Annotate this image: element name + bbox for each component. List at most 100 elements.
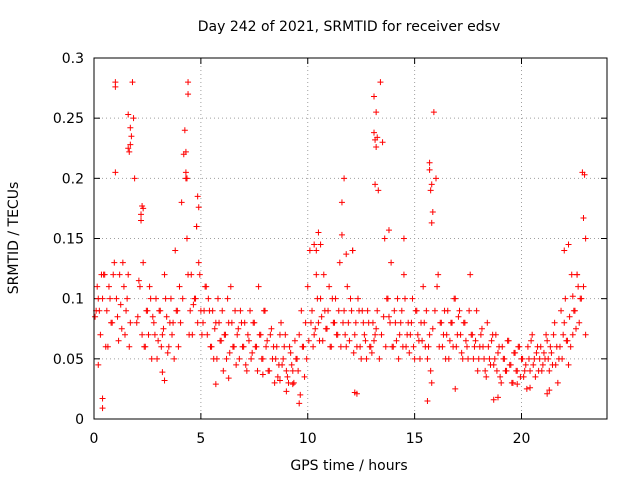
data-point: [151, 331, 158, 338]
data-point: [236, 355, 243, 362]
y-tick-label: 0.1: [62, 292, 84, 308]
data-point: [287, 349, 294, 356]
data-point: [429, 325, 436, 332]
data-point: [487, 361, 494, 368]
data-point: [502, 367, 509, 374]
data-point: [117, 301, 124, 308]
data-point: [470, 355, 477, 362]
data-point: [486, 355, 493, 362]
data-point: [289, 381, 296, 388]
data-point: [134, 313, 141, 320]
data-point: [283, 388, 290, 395]
data-point: [398, 307, 405, 314]
data-point: [385, 313, 392, 320]
data-point: [107, 295, 114, 302]
data-point: [171, 355, 178, 362]
data-point: [359, 307, 366, 314]
data-point: [476, 343, 483, 350]
data-point: [190, 301, 197, 308]
data-point: [201, 307, 208, 314]
data-point: [249, 349, 256, 356]
data-point: [282, 331, 289, 338]
data-point: [394, 295, 401, 302]
data-point: [200, 319, 207, 326]
data-point: [237, 307, 244, 314]
data-point: [389, 343, 396, 350]
data-point: [387, 319, 394, 326]
data-point: [409, 295, 416, 302]
data-point: [291, 337, 298, 344]
y-tick-label: 0.05: [53, 352, 84, 368]
data-point: [365, 319, 372, 326]
data-point: [353, 390, 360, 397]
data-point: [396, 331, 403, 338]
data-point: [582, 235, 589, 242]
data-point: [402, 295, 409, 302]
data-point: [519, 355, 526, 362]
data-point: [258, 355, 265, 362]
data-point: [561, 319, 568, 326]
data-point: [181, 127, 188, 134]
data-point: [498, 379, 505, 386]
data-point: [329, 295, 336, 302]
data-point: [400, 271, 407, 278]
data-point: [298, 307, 305, 314]
data-point: [343, 343, 350, 350]
data-point: [429, 209, 436, 216]
data-point: [576, 319, 583, 326]
data-point: [173, 307, 180, 314]
data-point: [297, 391, 304, 398]
data-point: [373, 109, 380, 116]
data-point: [347, 295, 354, 302]
data-point: [438, 319, 445, 326]
data-point: [378, 331, 385, 338]
data-point: [129, 79, 136, 86]
data-point: [252, 343, 259, 350]
data-point: [212, 381, 219, 388]
data-point: [504, 337, 511, 344]
data-point: [462, 337, 469, 344]
data-point: [198, 331, 205, 338]
data-point: [162, 295, 169, 302]
data-point: [312, 325, 319, 332]
data-point: [158, 343, 165, 350]
data-point: [348, 307, 355, 314]
data-point: [352, 319, 359, 326]
data-point: [545, 355, 552, 362]
data-point: [194, 319, 201, 326]
data-point: [193, 223, 200, 230]
data-point: [289, 367, 296, 374]
data-point: [121, 331, 128, 338]
data-point: [425, 343, 432, 350]
data-point: [446, 337, 453, 344]
data-point: [522, 361, 529, 368]
data-point: [465, 355, 472, 362]
data-point: [125, 145, 132, 152]
data-point: [105, 283, 112, 290]
data-point: [524, 343, 531, 350]
data-point: [326, 283, 333, 290]
data-point: [468, 331, 475, 338]
data-point: [485, 343, 492, 350]
data-point: [482, 367, 489, 374]
data-point: [227, 283, 234, 290]
data-point: [179, 295, 186, 302]
data-point: [183, 175, 190, 182]
data-point: [232, 307, 239, 314]
data-point: [283, 367, 290, 374]
data-point: [569, 331, 576, 338]
data-point: [112, 169, 119, 176]
data-point: [360, 319, 367, 326]
data-point: [399, 343, 406, 350]
data-point: [183, 235, 190, 242]
x-tick-label: 15: [406, 431, 424, 447]
data-point: [337, 343, 344, 350]
data-point: [421, 319, 428, 326]
data-point: [582, 331, 589, 338]
data-point: [133, 319, 140, 326]
data-point: [566, 313, 573, 320]
data-point: [466, 307, 473, 314]
data-point: [115, 337, 122, 344]
data-point: [281, 343, 288, 350]
data-point: [536, 355, 543, 362]
